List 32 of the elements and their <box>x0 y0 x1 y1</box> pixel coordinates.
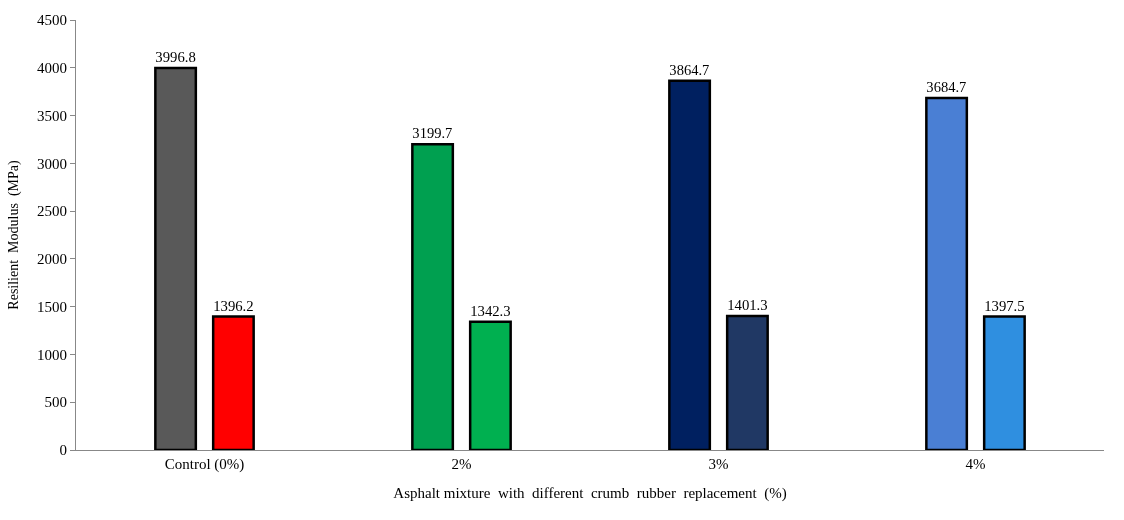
y-tick-label: 4000 <box>37 60 67 77</box>
bar <box>411 143 455 450</box>
data-label: 3864.7 <box>669 61 710 78</box>
y-tick-label: 3000 <box>37 155 67 172</box>
y-tick-label: 2500 <box>37 203 67 220</box>
y-tick-label: 4500 <box>37 12 67 29</box>
x-axis-title: Asphalt mixture with different crumb rubber replacement (%) <box>393 485 787 502</box>
bar <box>668 79 712 450</box>
x-tick-label: 4% <box>965 456 986 472</box>
data-label: 3199.7 <box>412 125 453 142</box>
data-label: 3996.8 <box>155 49 196 66</box>
x-tick-label: Control (0%) <box>164 456 245 473</box>
y-tick-label: 0 <box>59 442 67 459</box>
bar <box>925 96 969 450</box>
bar <box>154 66 198 450</box>
x-tick-label: 2% <box>451 456 472 472</box>
y-axis-title: Resilient Modulus (MPa) <box>5 160 22 310</box>
data-label: 1396.2 <box>213 297 254 314</box>
data-label: 1401.3 <box>727 297 768 314</box>
x-tick-label: 3% <box>708 456 729 472</box>
y-tick-label: 500 <box>44 394 67 411</box>
y-tick-label: 2000 <box>37 251 67 268</box>
bar <box>468 320 512 450</box>
y-tick-label: 1000 <box>37 346 67 363</box>
bar <box>725 314 769 450</box>
data-label: 1397.5 <box>984 297 1025 314</box>
data-label: 3684.7 <box>926 79 967 95</box>
data-label: 1342.3 <box>470 302 511 319</box>
bar <box>982 315 1026 450</box>
bar <box>211 315 255 450</box>
y-tick-label: 1500 <box>37 298 67 315</box>
y-tick-label: 3500 <box>37 107 67 124</box>
